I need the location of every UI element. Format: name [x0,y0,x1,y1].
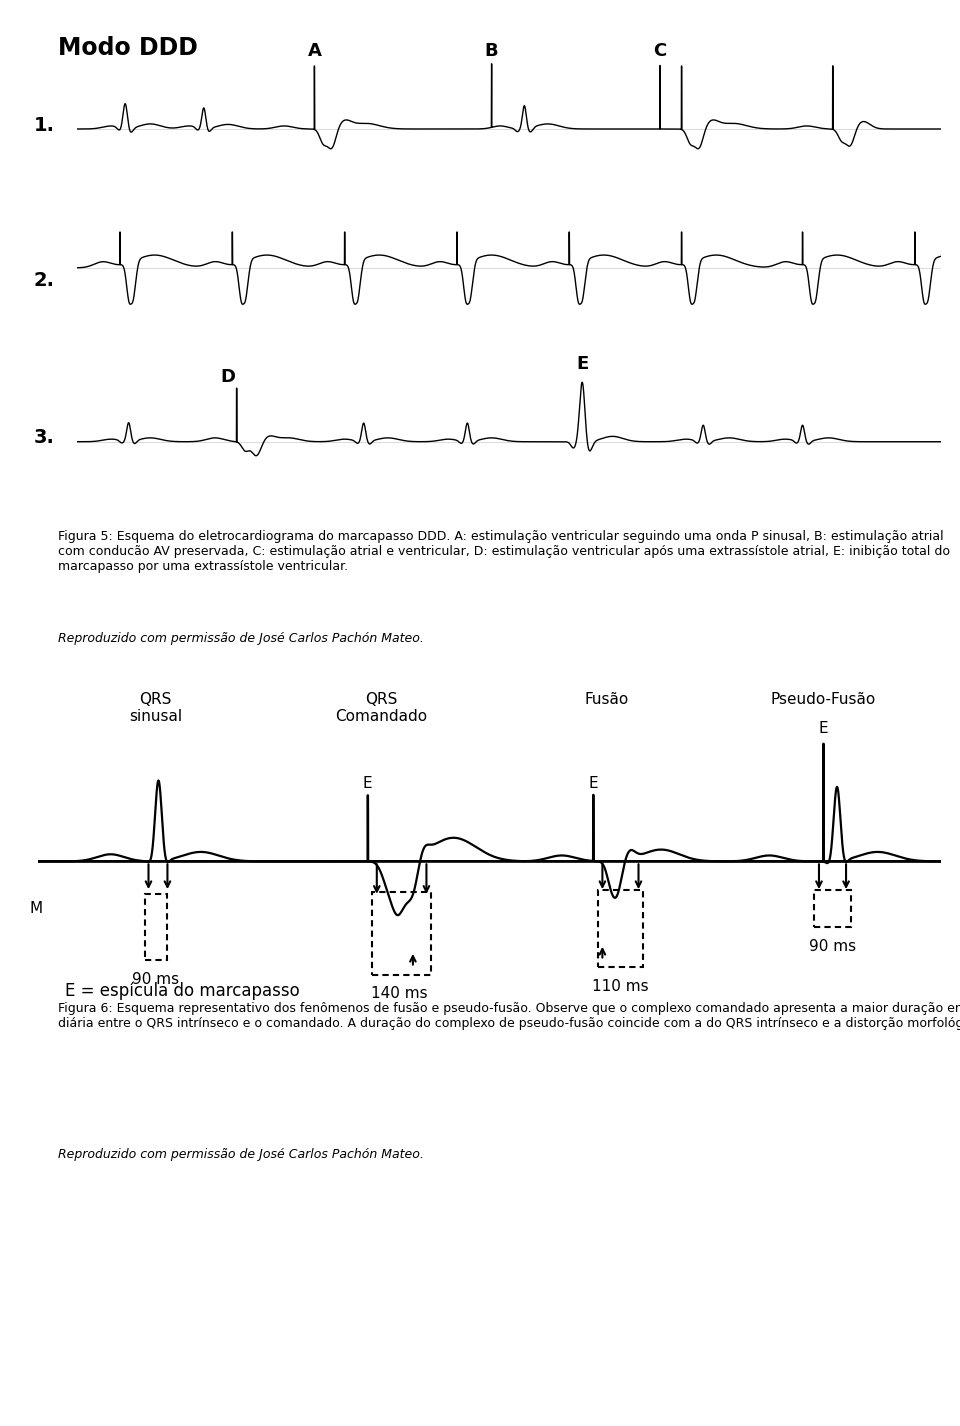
Text: C: C [654,43,666,60]
Bar [372,893,431,974]
Text: Figura 5: Esquema do eletrocardiograma do marcapasso DDD. A: estimulação ventric: Figura 5: Esquema do eletrocardiograma d… [58,530,949,573]
Text: 90 ms: 90 ms [809,940,856,954]
Bar [598,890,643,967]
Text: QRS
sinusal: QRS sinusal [130,692,182,724]
Text: 110 ms: 110 ms [592,980,649,994]
Text: Reproduzido com permissão de José Carlos Pachón Mateo.: Reproduzido com permissão de José Carlos… [58,632,423,645]
Text: 140 ms: 140 ms [372,987,427,1001]
Text: QRS
Comandado: QRS Comandado [335,692,427,724]
Text: E: E [363,776,372,790]
Text: Fusão: Fusão [585,692,629,706]
Text: Reproduzido com permissão de José Carlos Pachón Mateo.: Reproduzido com permissão de José Carlos… [58,1148,423,1161]
Text: B: B [485,43,498,60]
Text: Figura 6: Esquema representativo dos fenômenos de fusão e pseudo-fusão. Observe : Figura 6: Esquema representativo dos fen… [58,1002,960,1031]
Text: D: D [221,368,235,386]
Text: A: A [307,43,322,60]
Text: E = espícula do marcapasso: E = espícula do marcapasso [65,981,300,1000]
Bar [145,894,167,961]
Text: M: M [30,901,43,915]
Bar [814,890,851,927]
Text: 3.: 3. [34,428,55,448]
Text: 90 ms: 90 ms [132,973,180,987]
Text: Pseudo-Fusão: Pseudo-Fusão [771,692,876,706]
Text: Modo DDD: Modo DDD [58,36,198,60]
Text: E: E [819,722,828,736]
Text: 2.: 2. [34,271,55,291]
Text: 1.: 1. [34,116,55,135]
Text: E: E [576,355,588,374]
Text: E: E [588,776,598,790]
